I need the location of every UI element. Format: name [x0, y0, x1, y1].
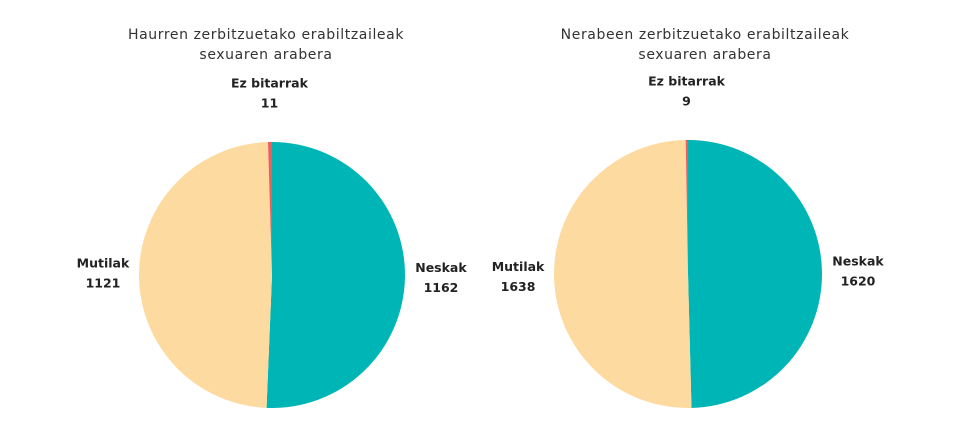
pie-slice: [554, 140, 692, 408]
slice-value: 1638: [501, 279, 536, 294]
pie-slice: [267, 142, 272, 275]
pie-slice: [266, 142, 405, 408]
pie-slice: [685, 140, 688, 274]
slice-label: Ez bitarrak: [231, 76, 309, 91]
chart-title: sexuaren arabera: [638, 47, 771, 63]
chart-title: sexuaren arabera: [199, 47, 332, 63]
slice-label: Mutilak: [77, 256, 130, 271]
pie-slice: [688, 140, 822, 408]
slice-value: 9: [682, 94, 691, 109]
slice-value: 1620: [841, 273, 876, 288]
slice-label: Ez bitarrak: [648, 74, 726, 89]
chart-title: Nerabeen zerbitzuetako erabiltzaileak: [561, 27, 850, 43]
slice-value: 1121: [86, 276, 121, 291]
slice-label: Neskak: [832, 253, 884, 268]
slice-value: 11: [261, 96, 278, 111]
pie-slice: [138, 142, 272, 408]
slice-label: Mutilak: [492, 259, 545, 274]
chart-title: Haurren zerbitzuetako erabiltzaileak: [128, 27, 404, 43]
slice-label: Neskak: [415, 260, 467, 275]
slice-value: 1162: [424, 280, 459, 295]
